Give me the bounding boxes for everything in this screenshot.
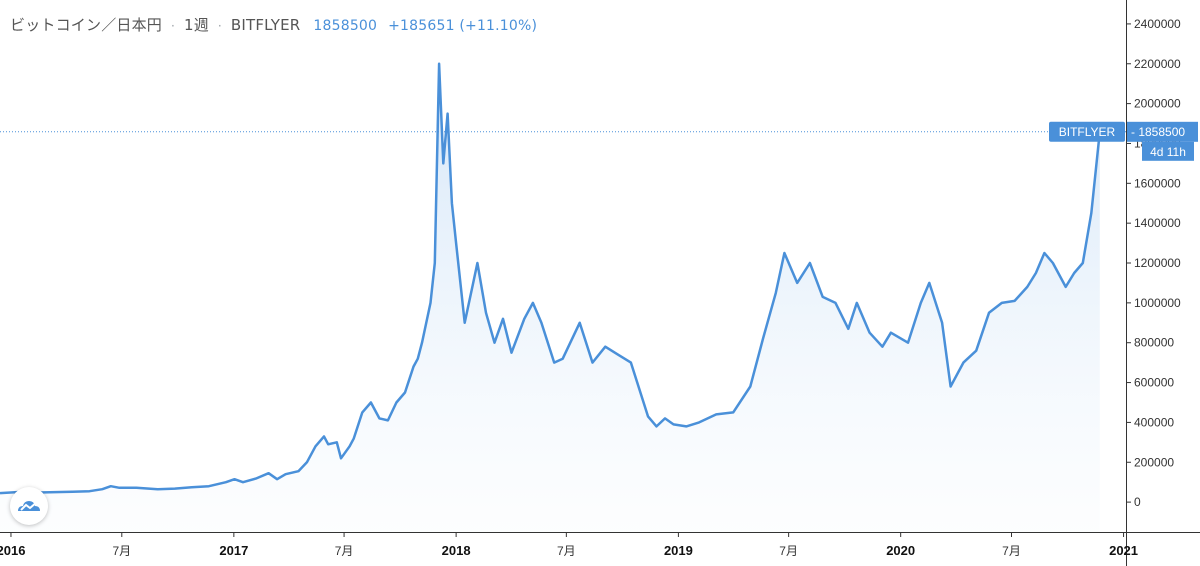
interval-label[interactable]: 1週 xyxy=(183,16,209,34)
x-tick-label: 7月 xyxy=(779,544,798,558)
series-area-fill xyxy=(0,63,1100,533)
legend-separator: · xyxy=(217,19,222,33)
x-tick-label: 2019 xyxy=(664,543,693,558)
exchange-tag-label: BITFLYER xyxy=(1059,125,1116,139)
x-tick-label: 2018 xyxy=(442,543,471,558)
exchange-label: BITFLYER xyxy=(230,16,301,34)
y-tick-label: 0 xyxy=(1134,495,1141,509)
y-tick-label: 1000000 xyxy=(1134,296,1181,310)
last-price-value: 1858500 xyxy=(313,18,378,34)
tradingview-cloud-icon xyxy=(18,501,40,511)
countdown-tag-label: 4d 11h xyxy=(1150,145,1186,159)
x-tick-label: 7月 xyxy=(112,544,131,558)
y-tick-label: 1600000 xyxy=(1134,176,1181,190)
y-tick-label: 600000 xyxy=(1134,376,1174,390)
y-tick-label: 1400000 xyxy=(1134,216,1181,230)
y-tick-label: 400000 xyxy=(1134,415,1174,429)
y-tick-label: 2000000 xyxy=(1134,97,1181,111)
price-tag-label: - 1858500 xyxy=(1131,125,1185,139)
chart-legend: ビットコイン／日本円 · 1週 · BITFLYER 1858500 +1856… xyxy=(10,14,537,35)
y-tick-label: 2400000 xyxy=(1134,17,1181,31)
x-tick-label: 2021 xyxy=(1109,543,1138,558)
exchange-tag xyxy=(1049,121,1125,142)
y-tick-label: 200000 xyxy=(1134,455,1174,469)
x-tick-label: 2016 xyxy=(0,543,25,558)
y-tick-label: 1200000 xyxy=(1134,256,1181,270)
x-tick-label: 7月 xyxy=(1002,544,1021,558)
tradingview-logo-button[interactable] xyxy=(10,487,48,525)
x-tick-label: 7月 xyxy=(335,544,354,558)
x-tick-label: 2017 xyxy=(219,543,248,558)
y-tick-label: 2200000 xyxy=(1134,57,1181,71)
y-tick-label: 800000 xyxy=(1134,336,1174,350)
countdown-tag xyxy=(1142,141,1194,161)
legend-separator: · xyxy=(170,19,175,33)
price-tag xyxy=(1127,121,1198,142)
price-change-value: +185651 (+11.10%) xyxy=(388,18,538,34)
x-tick-label: 7月 xyxy=(557,544,576,558)
symbol-name[interactable]: ビットコイン／日本円 xyxy=(10,16,163,34)
x-tick-label: 2020 xyxy=(886,543,915,558)
